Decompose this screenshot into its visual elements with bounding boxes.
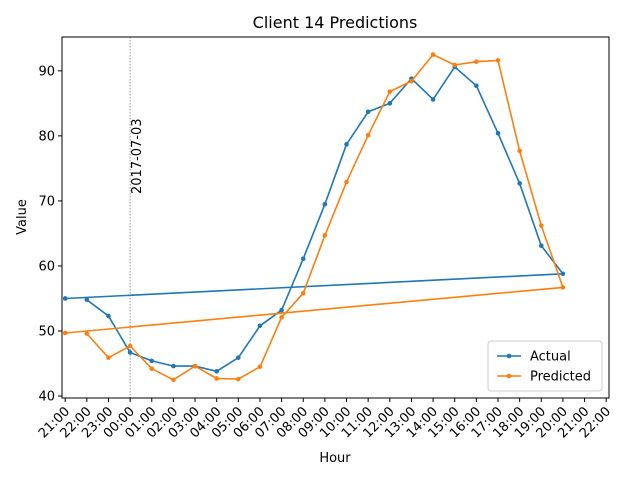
data-point-actual (538, 243, 544, 249)
plot-frame (61, 36, 610, 399)
data-point-actual (106, 313, 111, 319)
y-tick-label: 40 (38, 390, 55, 405)
data-point-predicted (452, 62, 458, 68)
data-point-predicted (214, 376, 219, 381)
data-point-actual (127, 350, 133, 355)
data-point-predicted (387, 89, 393, 94)
data-point-predicted (192, 363, 198, 369)
legend-box (487, 340, 603, 392)
data-point-actual (474, 83, 479, 89)
annotation-label: 2017-07-03 (130, 118, 145, 194)
legend: Actual Predicted (487, 340, 603, 392)
data-point-predicted (322, 233, 328, 238)
data-point-actual (300, 256, 306, 262)
annotation-layer: 2017-07-03 (129, 37, 145, 398)
data-point-actual (171, 363, 176, 369)
data-point-actual (365, 109, 371, 115)
data-point-predicted (365, 132, 371, 138)
data-point-actual (279, 307, 284, 313)
y-tick-label: 90 (38, 64, 55, 79)
data-point-predicted (409, 78, 414, 84)
data-point-predicted (495, 58, 501, 63)
data-point-predicted (171, 377, 176, 383)
x-axis-label: Hour (319, 451, 351, 466)
data-point-predicted (430, 52, 436, 57)
data-point-actual (430, 97, 436, 102)
data-point-actual (387, 101, 393, 106)
legend-label-actual: Actual (530, 350, 571, 365)
y-axis: 40 50 60 70 80 90 (38, 64, 62, 405)
series-layer (62, 52, 566, 383)
data-point-actual (517, 181, 522, 186)
data-point-actual (236, 355, 241, 360)
data-point-predicted (257, 364, 263, 370)
data-point-predicted (127, 343, 133, 349)
data-point-actual (62, 296, 68, 301)
data-point-actual (257, 323, 263, 329)
legend-marker-actual (506, 353, 512, 359)
chart-title: Client 14 Predictions (253, 13, 418, 32)
data-point-predicted (344, 179, 349, 185)
data-point-actual (344, 142, 349, 147)
data-point-predicted (236, 376, 241, 382)
data-point-predicted (474, 59, 479, 65)
data-point-predicted (279, 315, 284, 320)
y-tick-label: 80 (38, 129, 55, 144)
data-point-predicted (149, 366, 155, 372)
data-point-predicted (300, 290, 306, 296)
data-point-predicted (538, 223, 544, 228)
data-point-actual (149, 358, 155, 364)
legend-marker-predicted (506, 373, 512, 379)
data-point-actual (560, 271, 566, 277)
data-point-actual (322, 201, 328, 207)
data-point-predicted (560, 285, 566, 290)
data-point-predicted (517, 148, 522, 154)
legend-label-predicted: Predicted (530, 370, 591, 385)
data-point-predicted (62, 330, 68, 336)
y-tick-label: 50 (38, 325, 55, 340)
data-point-predicted (84, 331, 90, 336)
data-point-actual (495, 130, 501, 136)
y-axis-label: Value (15, 199, 30, 235)
data-point-actual (214, 369, 219, 374)
series-line-actual (65, 66, 564, 373)
data-point-actual (84, 297, 90, 303)
data-point-predicted (106, 355, 111, 360)
series-line-predicted (65, 53, 564, 381)
y-tick-label: 60 (38, 259, 55, 274)
y-tick-label: 70 (38, 194, 55, 209)
